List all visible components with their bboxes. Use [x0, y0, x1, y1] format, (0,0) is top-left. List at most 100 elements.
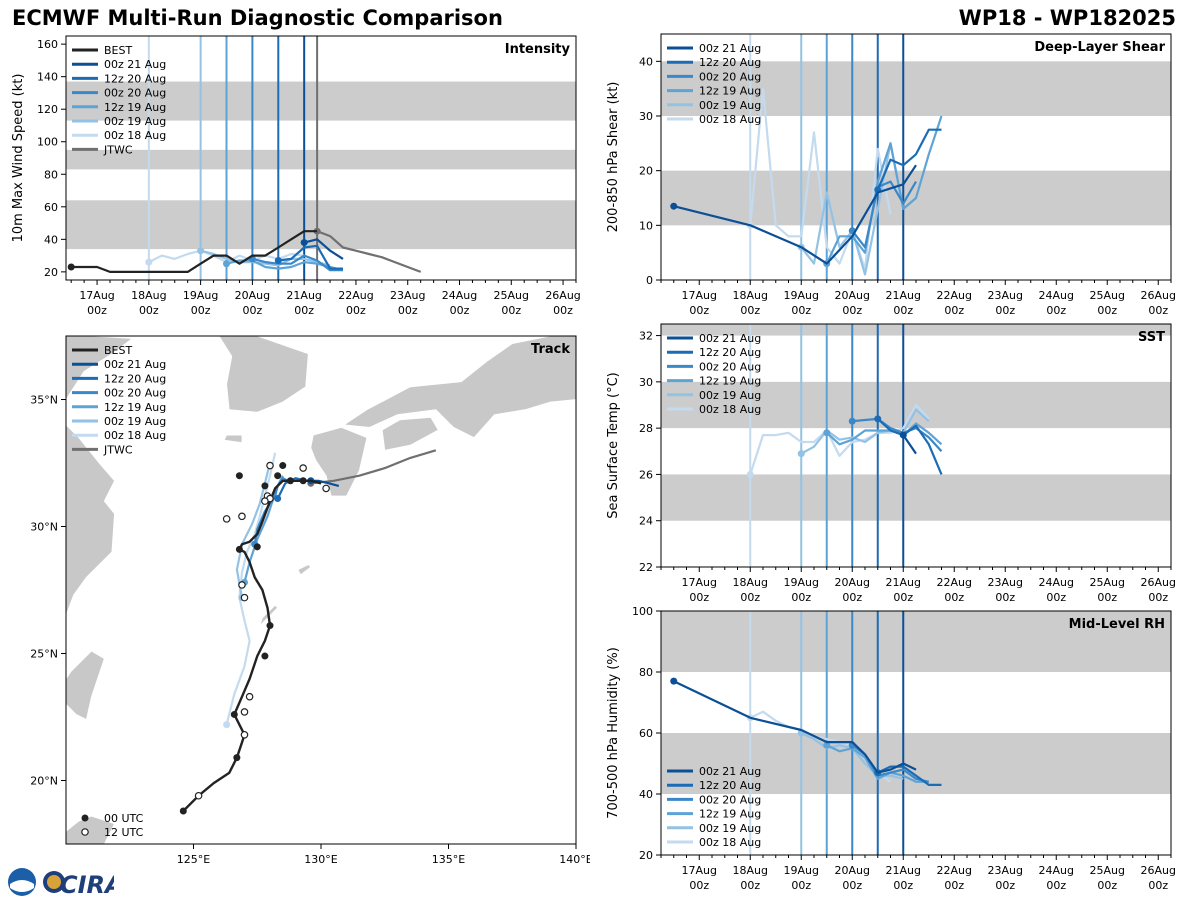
- legend-label: 12z 20 Aug: [104, 372, 166, 385]
- panel-title: SST: [1138, 330, 1165, 345]
- x-tick-label: 00z: [944, 591, 964, 604]
- x-tick-label: 00z: [893, 304, 913, 317]
- legend-label: 12z 19 Aug: [104, 401, 166, 414]
- best-track-12utc-marker: [261, 497, 269, 505]
- y-tick-label: 60: [44, 201, 58, 214]
- x-tick-label: 00z: [87, 304, 107, 317]
- series-line: [200, 249, 331, 267]
- y-tick-label: 30: [639, 110, 653, 123]
- storm-id: WP18 - WP182025: [958, 6, 1176, 30]
- best-track-12utc-marker: [245, 692, 254, 701]
- y-axis-label: 10m Max Wind Speed (kt): [11, 74, 26, 243]
- series-start-point: [223, 260, 231, 268]
- x-tick-label: 00z: [791, 304, 811, 317]
- x-tick-label: 19Aug: [183, 289, 218, 302]
- forecast-track: [310, 449, 437, 485]
- legend-label: 00z 20 Aug: [104, 87, 166, 100]
- jeju-land: [223, 434, 243, 444]
- shaded-band: [661, 474, 1171, 521]
- y-tick-label: 0: [646, 274, 653, 287]
- series-start-point: [67, 263, 75, 271]
- legend-label: 00z 19 Aug: [699, 389, 761, 402]
- china-coast-land: [66, 650, 105, 721]
- y-tick-label: 40: [639, 55, 653, 68]
- marker-legend-label: 12 UTC: [104, 826, 144, 839]
- series-start-point: [899, 431, 907, 439]
- legend-label: 12z 19 Aug: [699, 85, 761, 98]
- lon-tick-label: 135°E: [432, 853, 465, 866]
- amami-land: [297, 564, 312, 576]
- series-line: [673, 680, 917, 774]
- x-tick-label: 00z: [995, 879, 1015, 892]
- x-tick-label: 00z: [398, 304, 418, 317]
- x-tick-label: 00z: [191, 304, 211, 317]
- legend-label: 00z 18 Aug: [104, 129, 166, 142]
- x-tick-label: 19Aug: [784, 289, 819, 302]
- x-tick-label: 00z: [294, 304, 314, 317]
- legend-label: 00z 19 Aug: [104, 115, 166, 128]
- x-tick-label: 00z: [893, 591, 913, 604]
- best-track: [182, 479, 322, 812]
- legend-label: 12z 19 Aug: [699, 375, 761, 388]
- best-track-00utc-marker: [279, 462, 287, 470]
- x-tick-label: 00z: [450, 304, 470, 317]
- x-tick-label: 00z: [995, 304, 1015, 317]
- y-tick-label: 26: [639, 468, 653, 481]
- x-tick-label: 00z: [1097, 591, 1117, 604]
- marker-12utc-swatch: [81, 828, 89, 836]
- series-line: [825, 115, 943, 265]
- series-line: [877, 418, 943, 475]
- x-tick-label: 20Aug: [835, 576, 870, 589]
- cira-logo: CIRA: [4, 866, 124, 899]
- series-line: [852, 417, 943, 453]
- legend-label: JTWC: [103, 443, 133, 456]
- legend-label: 00z 20 Aug: [699, 360, 761, 373]
- intensity-chart: 20 40 60 80 100 120 140 160 17Aug 00z 18Aug 00z 19Au…: [11, 35, 581, 317]
- shaded-band: [661, 61, 1171, 116]
- x-tick-label: 23Aug: [988, 289, 1023, 302]
- best-track-12utc-marker: [240, 593, 249, 602]
- y-tick-label: 100: [37, 136, 58, 149]
- x-tick-label: 00z: [1148, 591, 1168, 604]
- x-tick-label: 25Aug: [1090, 864, 1125, 877]
- best-track-00utc-marker: [299, 477, 307, 485]
- marker-00utc-swatch: [81, 814, 89, 822]
- luzon-north-land: [66, 815, 116, 844]
- x-tick-label: 23Aug: [390, 289, 425, 302]
- x-tick-label: 00z: [842, 879, 862, 892]
- y-tick-label: 80: [639, 666, 653, 679]
- legend-label: BEST: [104, 344, 132, 357]
- shaded-band: [66, 200, 576, 250]
- y-tick-label: 30: [639, 376, 653, 389]
- y-tick-label: 20: [639, 849, 653, 862]
- x-tick-label: 00z: [689, 304, 709, 317]
- x-tick-label: 00z: [1046, 879, 1066, 892]
- plot-area: [66, 36, 576, 280]
- x-tick-label: 00z: [689, 591, 709, 604]
- best-track-12utc-marker: [238, 581, 246, 589]
- x-tick-label: 25Aug: [494, 289, 529, 302]
- panel-title: Deep-Layer Shear: [1034, 40, 1165, 55]
- track-map: 125°E 130°E 135°E 140°E 20°N 25°N 30°N 35°N Trac…: [30, 335, 590, 866]
- korea-land: [218, 336, 309, 413]
- best-track-00utc-marker: [179, 807, 187, 815]
- y-tick-label: 80: [44, 168, 58, 181]
- x-tick-label: 00z: [791, 879, 811, 892]
- legend-label: 00z 18 Aug: [699, 836, 761, 849]
- series-start-point: [313, 227, 321, 235]
- series-line: [800, 408, 930, 455]
- x-tick-label: 22Aug: [338, 289, 373, 302]
- x-tick-label: 23Aug: [988, 576, 1023, 589]
- series-start-point: [274, 256, 282, 264]
- plot-area: [661, 324, 1171, 567]
- y-tick-label: 20: [639, 165, 653, 178]
- lon-tick-label: 130°E: [304, 853, 337, 866]
- plot-area: [661, 34, 1171, 280]
- legend-label: 00z 19 Aug: [104, 415, 166, 428]
- legend-label: 12z 20 Aug: [104, 72, 166, 85]
- x-tick-label: 21Aug: [286, 289, 321, 302]
- x-tick-label: 20Aug: [235, 289, 270, 302]
- x-tick-label: 23Aug: [988, 864, 1023, 877]
